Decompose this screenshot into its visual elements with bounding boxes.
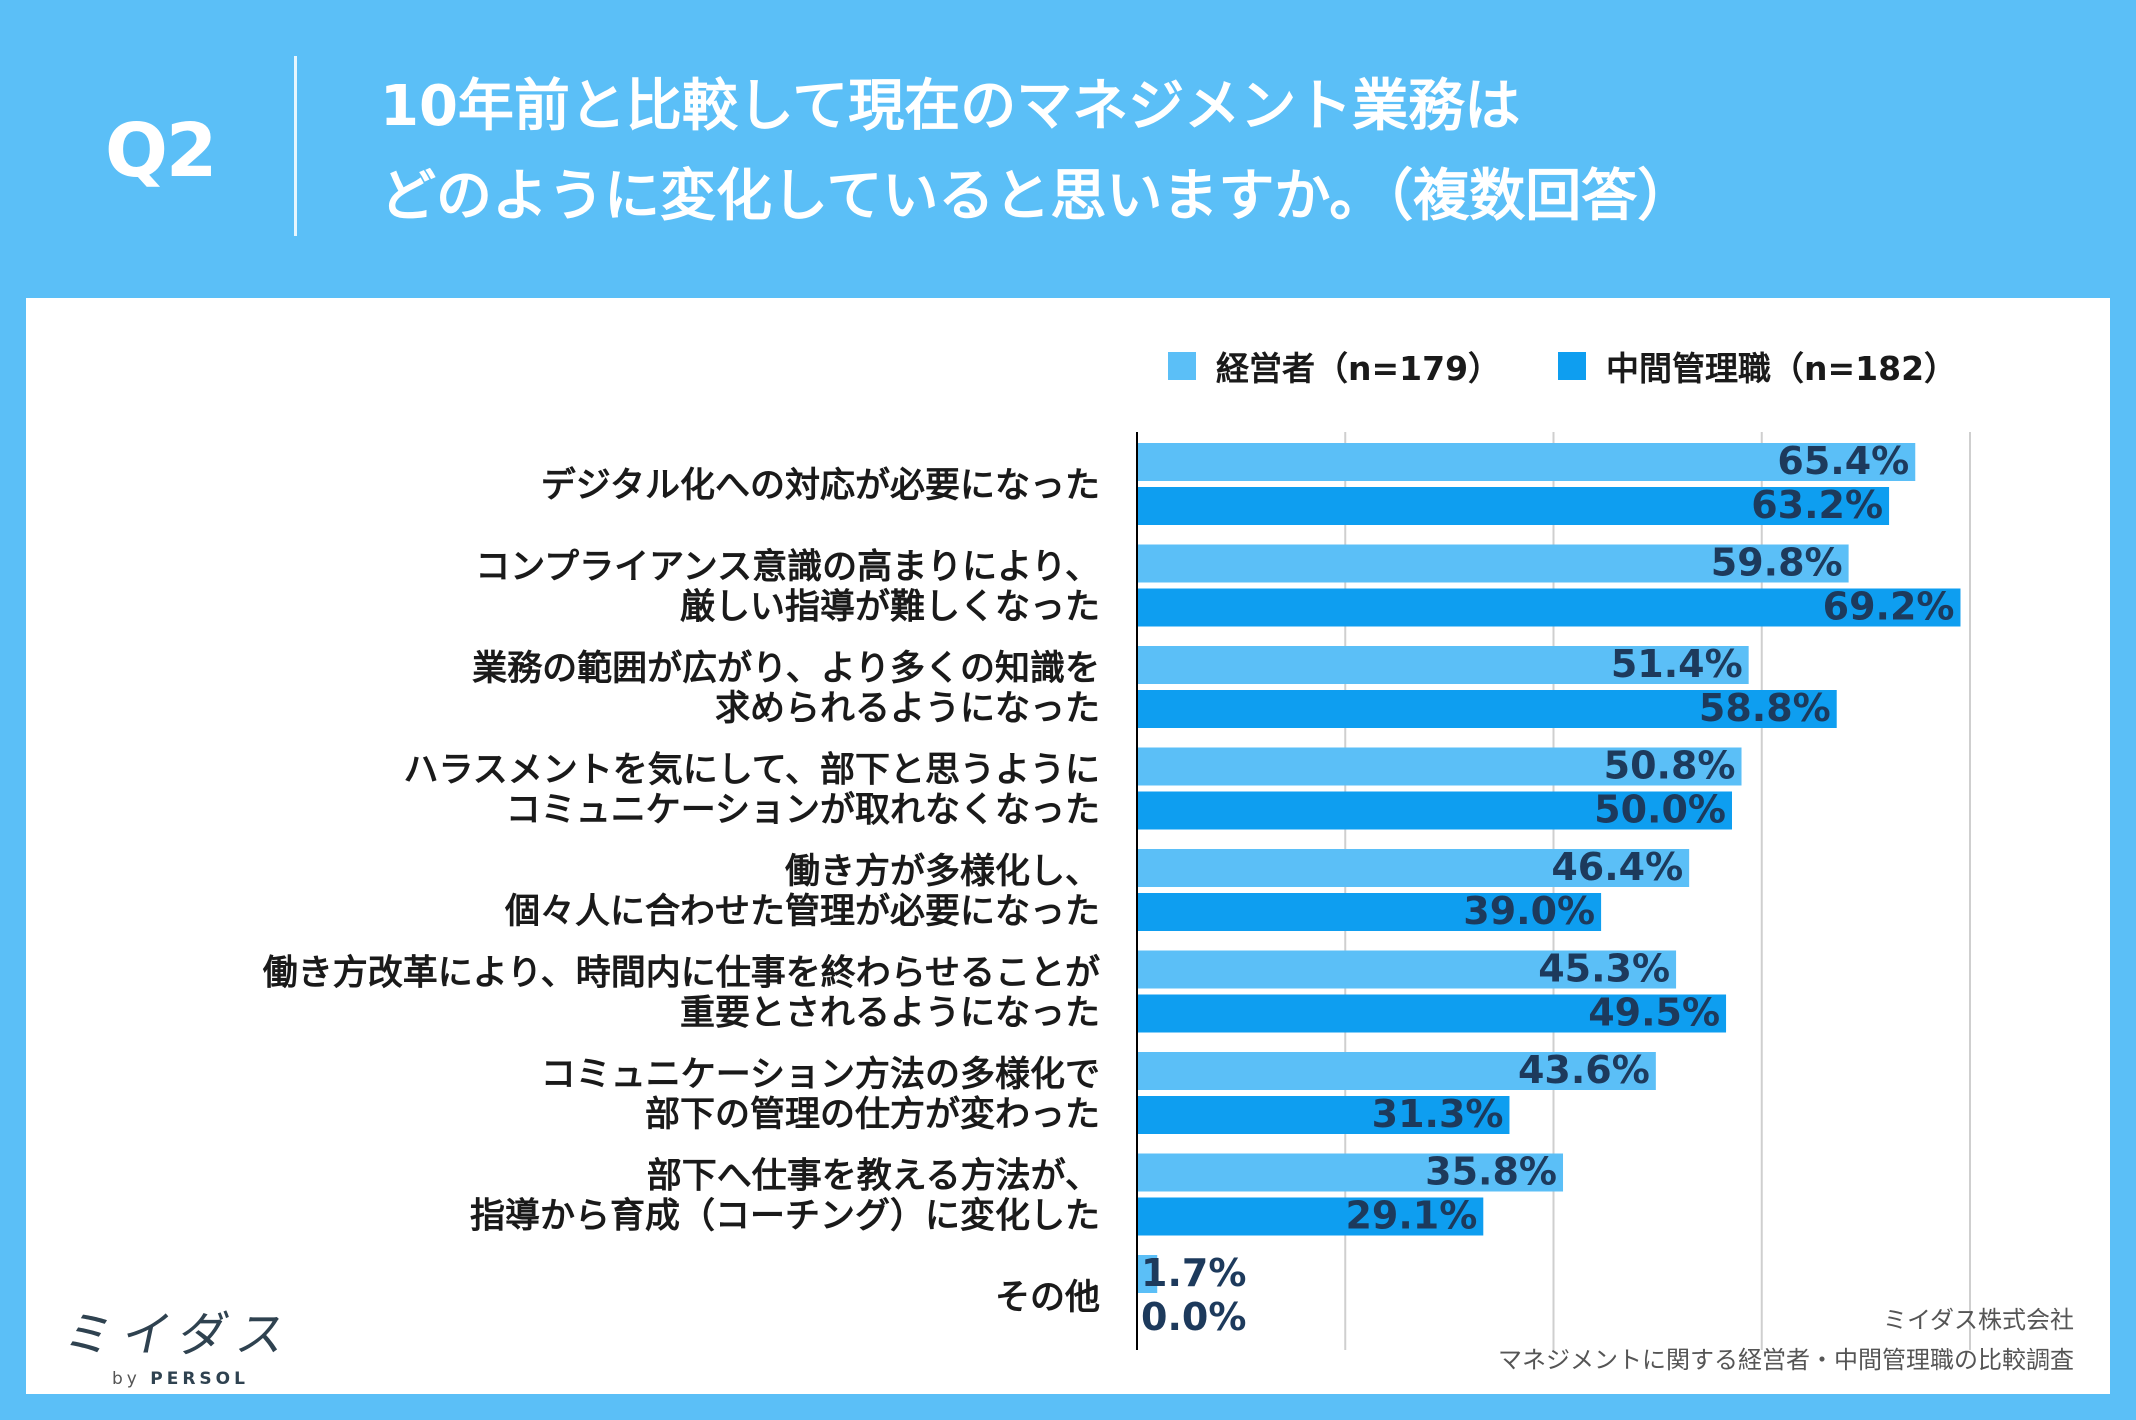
data-label-middle-managers-5: 49.5% (1588, 991, 1720, 1035)
data-label-executives-7: 35.8% (1425, 1150, 1557, 1194)
data-label-middle-managers-8: 0.0% (1141, 1295, 1246, 1339)
logo-brand: PERSOL (150, 1369, 249, 1389)
question-number: Q2 (105, 108, 217, 194)
category-label-6-1: 部下の管理の仕方が変わった (645, 1094, 1100, 1135)
category-label-5-0: 働き方改革により、時間内に仕事を終わらせることが (263, 954, 1100, 994)
data-label-executives-6: 43.6% (1518, 1048, 1650, 1092)
data-label-executives-1: 59.8% (1711, 541, 1843, 585)
source-note: ミイダス株式会社 マネジメントに関する経営者・中間管理職の比較調査 (1498, 1300, 2074, 1380)
bar-middle-managers-6 (1137, 1096, 1510, 1134)
question-title-line-2: どのように変化していると思いますか。（複数回答） (380, 164, 1694, 229)
data-label-middle-managers-7: 29.1% (1345, 1194, 1477, 1238)
question-title: 10年前と比較して現在のマネジメント業務は どのように変化していると思いますか。… (380, 62, 2080, 242)
data-label-middle-managers-6: 31.3% (1372, 1092, 1504, 1136)
bar-executives-4 (1137, 849, 1690, 887)
bar-executives-5 (1137, 950, 1677, 989)
header-divider (294, 56, 297, 236)
bar-executives-0 (1137, 443, 1916, 481)
category-label-4-1: 個々人に合わせた管理が必要になった (504, 892, 1100, 932)
logo-byline: by PERSOL (112, 1369, 296, 1389)
category-label-2-1: 求められるようになった (715, 689, 1100, 729)
data-label-middle-managers-0: 63.2% (1751, 483, 1883, 527)
bar-executives-2 (1137, 646, 1749, 684)
logo-by: by (112, 1369, 141, 1389)
bar-middle-managers-0 (1137, 487, 1890, 525)
bar-middle-managers-7 (1137, 1197, 1484, 1236)
data-label-middle-managers-3: 50.0% (1594, 788, 1726, 832)
bar-executives-1 (1137, 544, 1849, 583)
data-label-executives-3: 50.8% (1604, 744, 1736, 788)
data-label-executives-4: 46.4% (1551, 845, 1683, 889)
category-label-7-1: 指導から育成（コーチング）に変化した (470, 1196, 1100, 1237)
data-label-middle-managers-4: 39.0% (1463, 889, 1595, 933)
bar-middle-managers-5 (1137, 994, 1727, 1033)
data-label-executives-0: 65.4% (1777, 439, 1909, 483)
legend-item-middle-managers: 中間管理職（n=182） (1558, 346, 1957, 388)
logo-wordmark: ミイダス (58, 1307, 301, 1363)
category-label-3-0: ハラスメントを気にして、部下と思うように (403, 751, 1100, 791)
bar-executives-8 (1137, 1255, 1158, 1293)
data-label-middle-managers-2: 58.8% (1699, 686, 1831, 730)
legend-label-middle-managers: 中間管理職（n=182） (1606, 349, 1958, 388)
data-label-executives-2: 51.4% (1611, 642, 1743, 686)
category-label-3-1: コミュニケーションが取れなくなった (506, 791, 1100, 831)
category-label-5-1: 重要とされるようになった (680, 994, 1100, 1034)
bar-middle-managers-4 (1137, 893, 1602, 931)
category-label-6-0: コミュニケーション方法の多様化で (541, 1055, 1100, 1095)
data-label-middle-managers-1: 69.2% (1823, 585, 1955, 629)
miidas-logo: ミイダス by PERSOL (59, 1295, 301, 1389)
bar-executives-6 (1137, 1052, 1656, 1090)
bar-executives-7 (1137, 1153, 1564, 1192)
question-title-line-1: 10年前と比較して現在のマネジメント業務は (380, 74, 1521, 139)
data-label-executives-5: 45.3% (1538, 947, 1670, 991)
category-label-1-0: コンプライアンス意識の高まりにより、 (475, 548, 1100, 588)
legend-item-executives: 経営者（n=179） (1168, 346, 1501, 388)
category-label-2-0: 業務の範囲が広がり、より多くの知識を (472, 649, 1100, 689)
source-survey: マネジメントに関する経営者・中間管理職の比較調査 (1498, 1346, 2074, 1374)
category-label-0-0: デジタル化への対応が必要になった (541, 465, 1100, 506)
data-label-executives-8: 1.7% (1141, 1251, 1246, 1295)
legend-swatch-executives (1168, 352, 1196, 380)
category-label-1-1: 厳しい指導が難しくなった (680, 588, 1100, 628)
category-label-8-0: その他 (995, 1278, 1100, 1318)
legend-swatch-middle-managers (1558, 352, 1586, 380)
bar-middle-managers-1 (1137, 588, 1961, 627)
category-label-4-0: 働き方が多様化し、 (785, 852, 1100, 892)
bar-executives-3 (1137, 747, 1742, 786)
bar-middle-managers-2 (1137, 690, 1837, 728)
source-company: ミイダス株式会社 (1882, 1306, 2074, 1334)
bar-middle-managers-3 (1137, 791, 1732, 830)
category-label-7-0: 部下へ仕事を教える方法が、 (647, 1157, 1100, 1197)
question-header: Q2 10年前と比較して現在のマネジメント業務は どのように変化していると思いま… (0, 0, 2136, 298)
legend-label-executives: 経営者（n=179） (1216, 349, 1502, 388)
